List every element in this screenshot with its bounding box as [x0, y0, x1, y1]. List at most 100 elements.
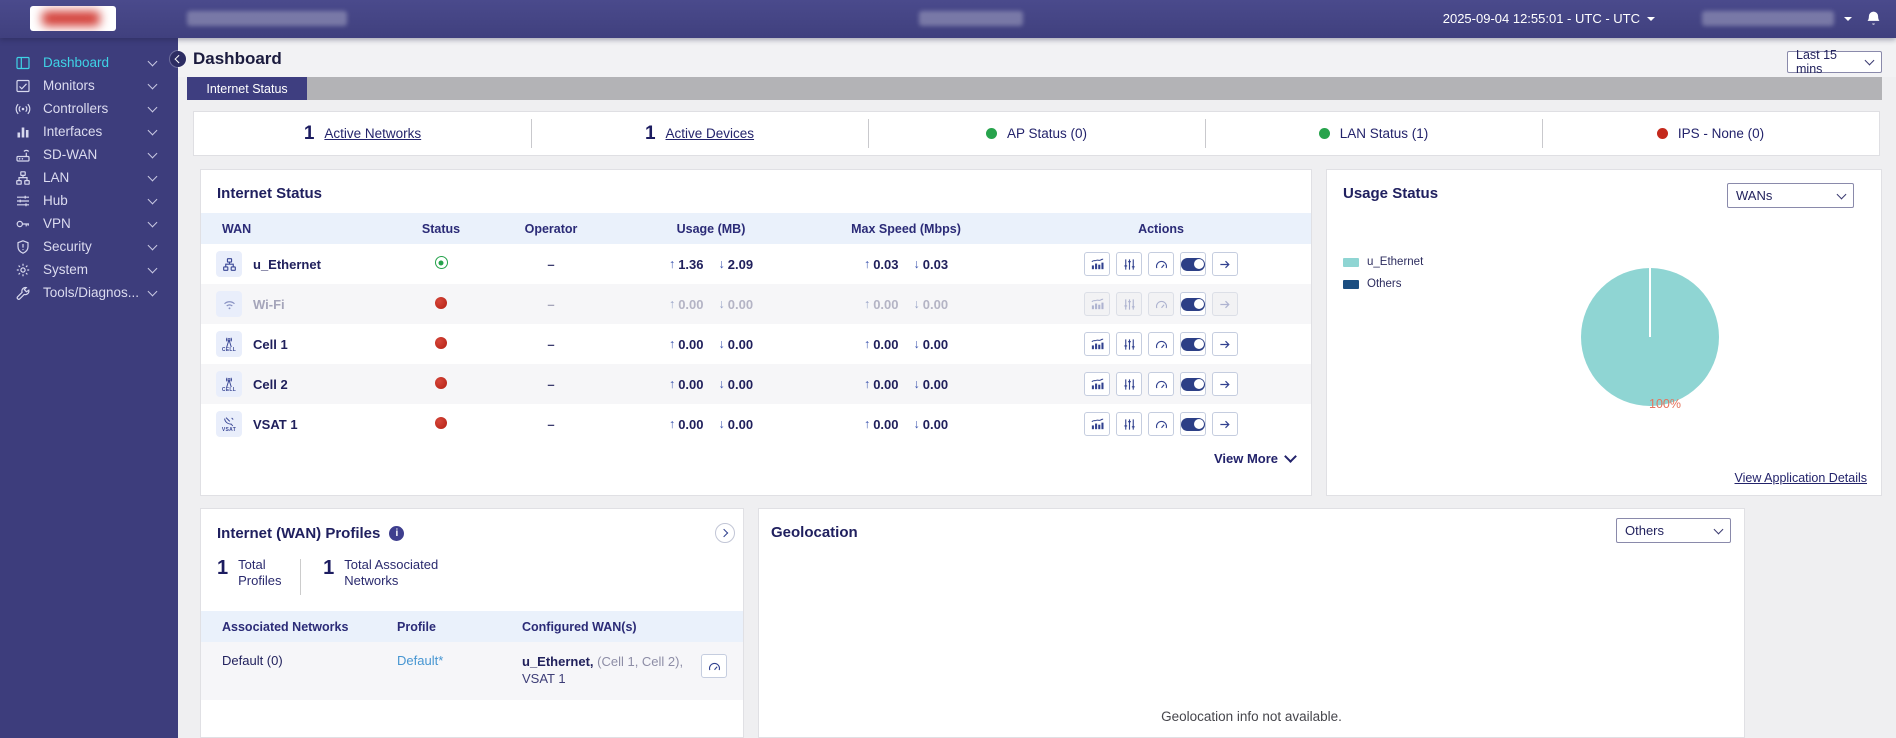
upload-arrow-icon: ↑ [668, 257, 676, 271]
summary-lan-status: LAN Status (1) [1205, 112, 1542, 155]
datetime-dropdown-caret-icon[interactable] [1647, 17, 1655, 25]
wan-name: Wi-Fi [253, 296, 285, 312]
legend-item: u_Ethernet [1343, 256, 1423, 268]
wan-sliders-button[interactable] [1116, 332, 1142, 356]
chevron-down-icon [147, 240, 158, 250]
sidebar-item-label: VPN [43, 216, 71, 231]
sidebar-item-hub[interactable]: Hub [0, 189, 178, 212]
sidebar-item-label: System [43, 262, 89, 277]
associated-network-value: Default (0) [222, 653, 283, 668]
profile-link[interactable]: Default* [397, 653, 444, 668]
red-status-dot-icon [1656, 128, 1668, 139]
top-bar: 2025-09-04 12:55:01 - UTC - UTC [0, 0, 1896, 38]
sidebar-item-interfaces[interactable]: Interfaces [0, 120, 178, 143]
dashboard-icon [13, 55, 32, 71]
sidebar-item-label: SD-WAN [43, 147, 98, 162]
cell-icon-label: CELL [221, 347, 237, 353]
usage-pie-chart[interactable] [1581, 268, 1719, 406]
active-devices-link[interactable]: Active Devices [665, 126, 755, 141]
wan-chart-button[interactable] [1084, 332, 1110, 356]
tab-internet-status[interactable]: Internet Status [187, 77, 307, 100]
status-up-icon [434, 256, 448, 269]
sidebar-collapse-button[interactable] [170, 51, 186, 67]
download-arrow-icon: ↓ [913, 377, 920, 391]
active-networks-count: 1 [303, 122, 315, 144]
chevron-down-icon [1864, 55, 1875, 66]
wan-enable-toggle[interactable] [1180, 412, 1206, 436]
col-profile: Profile [397, 619, 436, 634]
chevron-down-icon [147, 79, 158, 89]
sidebar-item-sdwan[interactable]: SD-WAN [0, 143, 178, 166]
internet-status-card: Internet Status WAN Status Operator Usag… [200, 169, 1312, 496]
download-arrow-icon: ↓ [718, 337, 725, 351]
sidebar-item-dashboard[interactable]: Dashboard [0, 51, 178, 74]
upload-arrow-icon: ↑ [668, 377, 676, 391]
wan-row-u-ethernet: u_Ethernet – ↑ 1.36 ↓ 2.09 ↑ 0.03 ↓ 0.03 [201, 244, 1311, 284]
wan-sliders-button[interactable] [1116, 372, 1142, 396]
sidebar-item-label: Hub [43, 193, 68, 208]
wan-details-button[interactable] [1212, 332, 1238, 356]
wan-speedtest-button[interactable] [1148, 332, 1174, 356]
download-arrow-icon: ↓ [913, 337, 920, 351]
wan-speedtest-button[interactable] [1148, 412, 1174, 436]
wan-enable-toggle[interactable] [1180, 292, 1206, 316]
col-associated-networks: Associated Networks [222, 619, 349, 634]
summary-ap-status: AP Status (0) [868, 112, 1205, 155]
sidebar-item-vpn[interactable]: VPN [0, 212, 178, 235]
summary-card: 1 Active Networks 1 Active Devices AP St… [193, 111, 1880, 156]
bell-icon[interactable] [1865, 10, 1882, 28]
pie-legend: u_Ethernet Others [1343, 256, 1423, 300]
sidebar-item-controllers[interactable]: Controllers [0, 97, 178, 120]
active-networks-link[interactable]: Active Networks [324, 126, 422, 141]
profiles-expand-button[interactable] [715, 523, 735, 543]
wan-details-button[interactable] [1212, 372, 1238, 396]
geolocation-title: Geolocation [771, 524, 858, 541]
wan-chart-button[interactable] [1084, 412, 1110, 436]
view-application-details-link[interactable]: View Application Details [1734, 471, 1867, 485]
wan-row-vsat-1: VSAT VSAT 1 – ↑ 0.00 ↓ 0.00 ↑ 0.00 ↓ 0.00 [201, 404, 1311, 444]
wan-chart-button[interactable] [1084, 372, 1110, 396]
sidebar-item-monitors[interactable]: Monitors [0, 74, 178, 97]
wan-details-button[interactable] [1212, 412, 1238, 436]
max-speed-values: ↑ 0.00 ↓ 0.00 [863, 376, 949, 392]
user-dropdown-caret-icon[interactable] [1844, 17, 1852, 25]
vpn-key-icon [13, 216, 32, 232]
wan-chart-button[interactable] [1084, 252, 1110, 276]
profile-speedtest-button[interactable] [701, 654, 727, 678]
wan-details-button[interactable] [1212, 252, 1238, 276]
wan-speedtest-button[interactable] [1148, 252, 1174, 276]
time-range-select[interactable]: Last 15 mins [1787, 48, 1882, 76]
geolocation-filter-select[interactable]: Others [1616, 518, 1731, 543]
chevron-down-icon [147, 263, 158, 273]
total-associated-label: Total Associated Networks [344, 557, 439, 588]
interfaces-icon [13, 124, 32, 140]
chevron-down-icon [147, 171, 158, 181]
max-speed-values: ↑ 0.00 ↓ 0.00 [863, 416, 949, 432]
wan-name: VSAT 1 [253, 416, 298, 432]
wan-enable-toggle[interactable] [1180, 252, 1206, 276]
redacted-user-email[interactable] [1702, 11, 1834, 26]
toggle-on-icon [1181, 297, 1205, 311]
sidebar-item-security[interactable]: Security [0, 235, 178, 258]
upload-arrow-icon: ↑ [863, 297, 871, 311]
status-down-icon [435, 336, 447, 349]
wan-row-wifi: Wi-Fi – ↑ 0.00 ↓ 0.00 ↑ 0.00 ↓ 0.00 [201, 284, 1311, 324]
legend-item: Others [1343, 278, 1423, 290]
wan-enable-toggle[interactable] [1180, 332, 1206, 356]
datetime-display[interactable]: 2025-09-04 12:55:01 - UTC - UTC [1442, 11, 1640, 26]
wan-enable-toggle[interactable] [1180, 372, 1206, 396]
usage-values: ↑ 0.00 ↓ 0.00 [668, 416, 754, 432]
wan-sliders-button[interactable] [1116, 252, 1142, 276]
internet-status-title: Internet Status [217, 185, 323, 202]
wan-sliders-button[interactable] [1116, 412, 1142, 436]
info-icon[interactable]: i [389, 526, 405, 541]
sidebar-item-tools-diagnostics[interactable]: Tools/Diagnos... [0, 281, 178, 304]
usage-filter-select[interactable]: WANs [1727, 183, 1854, 208]
wan-details-button [1212, 292, 1238, 316]
wan-speedtest-button[interactable] [1148, 372, 1174, 396]
view-more-link[interactable]: View More [1214, 450, 1297, 466]
sidebar-item-lan[interactable]: LAN [0, 166, 178, 189]
download-arrow-icon: ↓ [913, 257, 920, 271]
sidebar-item-system[interactable]: System [0, 258, 178, 281]
total-associated-count: 1 [323, 557, 335, 579]
